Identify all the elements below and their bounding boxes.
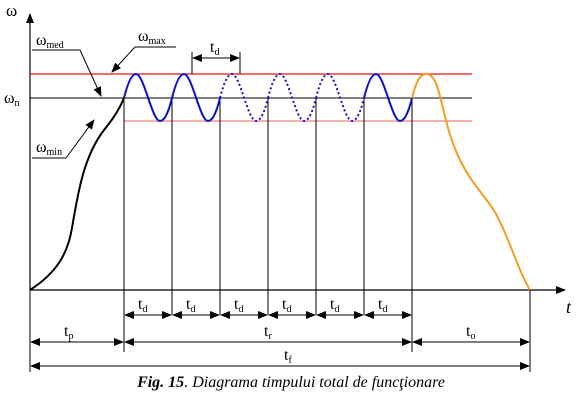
omega-min-label: ωmin	[36, 139, 62, 158]
omega-max-label: ωmax	[138, 28, 166, 47]
figure-number: Fig. 15	[137, 374, 185, 391]
period-label-1: td	[138, 296, 147, 315]
omega-min-pointer-arrow	[65, 119, 95, 159]
omega-n-label: ωn	[4, 90, 20, 109]
oscillation-6	[363, 72, 413, 123]
omega-med-label: ωmed	[36, 32, 64, 51]
oscillation-4	[267, 72, 317, 123]
figure-caption: Fig. 15. Diagrama timpului total de func…	[0, 374, 582, 398]
period-label-6: td	[378, 296, 387, 315]
stop-phase-curve	[411, 72, 531, 291]
to-label: to	[466, 323, 475, 342]
omega-max-pointer-arrow	[111, 46, 136, 73]
top-period-label: td	[210, 39, 219, 58]
omega-med-pointer-arrow	[79, 49, 102, 97]
oscillation-5	[315, 72, 365, 123]
period-label-5: td	[330, 296, 339, 315]
start-up-curve	[29, 97, 125, 291]
y-axis-label: ω	[6, 1, 17, 20]
x-axis-label: t	[566, 297, 572, 317]
period-label-4: td	[282, 296, 291, 315]
period-label-3: td	[234, 296, 243, 315]
tp-label: tp	[64, 323, 73, 342]
oscillation-1	[123, 72, 173, 123]
tf-label: tf	[284, 347, 292, 366]
oscillation-3	[219, 72, 269, 123]
oscillation-2	[171, 72, 221, 123]
period-dividers	[29, 98, 531, 372]
tr-label: tr	[264, 323, 272, 342]
period-label-2: td	[186, 296, 195, 315]
figure-caption-text: . Diagrama timpului total de funcţionare	[184, 374, 445, 391]
period-dimension-labels: td td td td td td	[138, 296, 387, 315]
